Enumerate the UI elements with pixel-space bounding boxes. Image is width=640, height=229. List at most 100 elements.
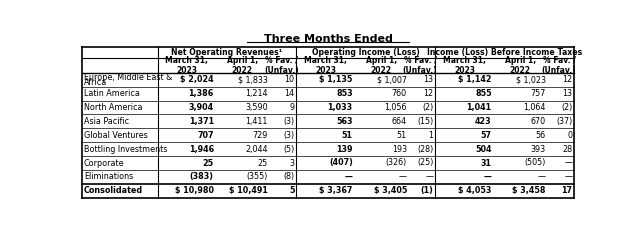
Text: 504: 504 bbox=[476, 145, 492, 154]
Text: $ 1,142: $ 1,142 bbox=[458, 75, 492, 84]
Text: $ 1,023: $ 1,023 bbox=[516, 75, 546, 84]
Text: Europe, Middle East &: Europe, Middle East & bbox=[84, 73, 172, 82]
Text: March 31,
2023: March 31, 2023 bbox=[444, 55, 486, 75]
Text: March 31,
2023: March 31, 2023 bbox=[304, 55, 347, 75]
Text: 3,904: 3,904 bbox=[189, 103, 214, 112]
Text: $ 3,367: $ 3,367 bbox=[319, 186, 353, 195]
Text: North America: North America bbox=[84, 103, 142, 112]
Text: April 1,
2022: April 1, 2022 bbox=[227, 55, 258, 75]
Text: (383): (383) bbox=[190, 172, 214, 181]
Text: —: — bbox=[564, 172, 572, 181]
Text: (37): (37) bbox=[556, 117, 572, 126]
Text: 760: 760 bbox=[392, 89, 407, 98]
Text: 563: 563 bbox=[336, 117, 353, 126]
Text: $ 3,405: $ 3,405 bbox=[374, 186, 407, 195]
Text: 1,386: 1,386 bbox=[189, 89, 214, 98]
Text: 3: 3 bbox=[289, 158, 294, 167]
Text: 51: 51 bbox=[342, 131, 353, 140]
Text: Corporate: Corporate bbox=[84, 158, 125, 167]
Text: —: — bbox=[399, 172, 407, 181]
Text: April 1,
2022: April 1, 2022 bbox=[505, 55, 536, 75]
Text: 855: 855 bbox=[475, 89, 492, 98]
Text: $ 1,833: $ 1,833 bbox=[238, 75, 268, 84]
Text: (25): (25) bbox=[417, 158, 433, 167]
Text: 12: 12 bbox=[423, 89, 433, 98]
Text: Net Operating Revenues¹: Net Operating Revenues¹ bbox=[172, 48, 283, 57]
Text: —: — bbox=[564, 158, 572, 167]
Text: (2): (2) bbox=[561, 103, 572, 112]
Text: 1,214: 1,214 bbox=[246, 89, 268, 98]
Text: —: — bbox=[538, 172, 546, 181]
Text: 670: 670 bbox=[531, 117, 546, 126]
Text: (355): (355) bbox=[246, 172, 268, 181]
Text: 1,946: 1,946 bbox=[189, 145, 214, 154]
Text: % Fav. /
(Unfav.): % Fav. / (Unfav.) bbox=[542, 55, 577, 75]
Text: (15): (15) bbox=[417, 117, 433, 126]
Text: 1,056: 1,056 bbox=[385, 103, 407, 112]
Text: —: — bbox=[484, 172, 492, 181]
Text: —: — bbox=[426, 172, 433, 181]
Text: 1,371: 1,371 bbox=[189, 117, 214, 126]
Text: 3,590: 3,590 bbox=[245, 103, 268, 112]
Text: Eliminations: Eliminations bbox=[84, 172, 133, 181]
Text: 25: 25 bbox=[258, 158, 268, 167]
Text: 423: 423 bbox=[475, 117, 492, 126]
Text: 757: 757 bbox=[531, 89, 546, 98]
Text: (8): (8) bbox=[284, 172, 294, 181]
Text: $ 2,024: $ 2,024 bbox=[180, 75, 214, 84]
Text: (28): (28) bbox=[417, 145, 433, 154]
Text: (407): (407) bbox=[329, 158, 353, 167]
Text: Bottling Investments: Bottling Investments bbox=[84, 145, 167, 154]
Text: (505): (505) bbox=[525, 158, 546, 167]
Text: 139: 139 bbox=[336, 145, 353, 154]
Text: Operating Income (Loss): Operating Income (Loss) bbox=[312, 48, 420, 57]
Text: (5): (5) bbox=[283, 145, 294, 154]
Text: 31: 31 bbox=[481, 158, 492, 167]
Text: $ 1,135: $ 1,135 bbox=[319, 75, 353, 84]
Text: Asia Pacific: Asia Pacific bbox=[84, 117, 129, 126]
Text: (3): (3) bbox=[284, 131, 294, 140]
Text: 729: 729 bbox=[253, 131, 268, 140]
Text: 56: 56 bbox=[536, 131, 546, 140]
Text: 707: 707 bbox=[197, 131, 214, 140]
Text: Three Months Ended: Three Months Ended bbox=[264, 34, 392, 44]
Text: 193: 193 bbox=[392, 145, 407, 154]
Text: 5: 5 bbox=[289, 186, 294, 195]
Text: Latin America: Latin America bbox=[84, 89, 140, 98]
Text: 51: 51 bbox=[397, 131, 407, 140]
Text: 28: 28 bbox=[563, 145, 572, 154]
Text: (326): (326) bbox=[386, 158, 407, 167]
Text: 10: 10 bbox=[284, 75, 294, 84]
Text: March 31,
2023: March 31, 2023 bbox=[165, 55, 208, 75]
Text: 17: 17 bbox=[561, 186, 572, 195]
Text: % Fav. /
(Unfav.): % Fav. / (Unfav.) bbox=[403, 55, 438, 75]
Text: 1,033: 1,033 bbox=[328, 103, 353, 112]
Text: 0: 0 bbox=[568, 131, 572, 140]
Text: 57: 57 bbox=[481, 131, 492, 140]
Text: (3): (3) bbox=[284, 117, 294, 126]
Text: 25: 25 bbox=[203, 158, 214, 167]
Text: 664: 664 bbox=[392, 117, 407, 126]
Text: 13: 13 bbox=[563, 89, 572, 98]
Text: $ 1,007: $ 1,007 bbox=[377, 75, 407, 84]
Text: —: — bbox=[345, 172, 353, 181]
Text: 14: 14 bbox=[284, 89, 294, 98]
Text: 1,411: 1,411 bbox=[246, 117, 268, 126]
Text: 2,044: 2,044 bbox=[246, 145, 268, 154]
Text: $ 3,458: $ 3,458 bbox=[513, 186, 546, 195]
Text: Consolidated: Consolidated bbox=[84, 186, 143, 195]
Text: Income (Loss) Before Income Taxes: Income (Loss) Before Income Taxes bbox=[428, 48, 582, 57]
Text: $ 10,491: $ 10,491 bbox=[229, 186, 268, 195]
Text: 13: 13 bbox=[424, 75, 433, 84]
Text: (2): (2) bbox=[422, 103, 433, 112]
Text: 393: 393 bbox=[531, 145, 546, 154]
Text: 853: 853 bbox=[336, 89, 353, 98]
Text: 9: 9 bbox=[289, 103, 294, 112]
Text: 1,064: 1,064 bbox=[524, 103, 546, 112]
Text: Africa: Africa bbox=[84, 78, 107, 87]
Text: April 1,
2022: April 1, 2022 bbox=[365, 55, 397, 75]
Text: % Fav. /
(Unfav.): % Fav. / (Unfav.) bbox=[264, 55, 298, 75]
Text: $ 4,053: $ 4,053 bbox=[458, 186, 492, 195]
Text: Global Ventures: Global Ventures bbox=[84, 131, 148, 140]
Text: (1): (1) bbox=[420, 186, 433, 195]
